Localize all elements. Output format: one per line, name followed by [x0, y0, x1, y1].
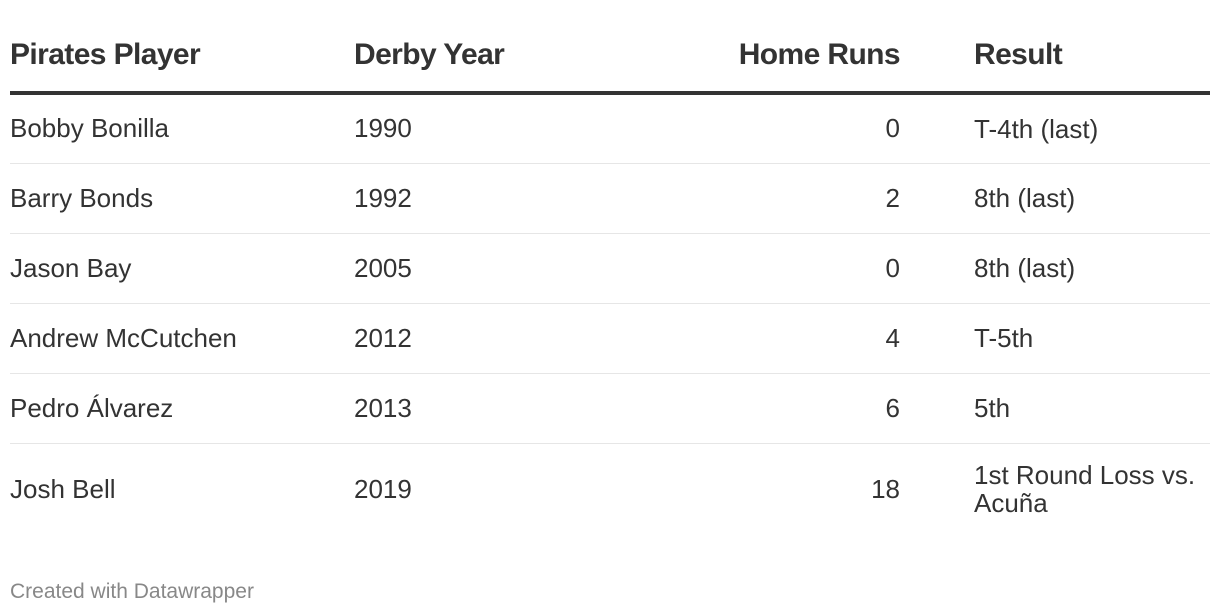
cell-result: 8th (last) [920, 163, 1210, 234]
cell-result: T-5th [920, 303, 1210, 374]
cell-home-runs: 6 [654, 373, 920, 444]
table-row: Barry Bonds 1992 2 8th (last) [10, 163, 1210, 234]
cell-player: Andrew McCutchen [10, 303, 354, 374]
header-home-runs: Home Runs [654, 0, 920, 95]
cell-result: 8th (last) [920, 233, 1210, 304]
cell-player: Pedro Álvarez [10, 373, 354, 444]
data-table-container: Pirates Player Derby Year Home Runs Resu… [10, 0, 1210, 535]
cell-player: Barry Bonds [10, 163, 354, 234]
cell-home-runs: 0 [654, 93, 920, 164]
header-year: Derby Year [354, 0, 654, 95]
cell-home-runs: 0 [654, 233, 920, 304]
derby-table: Pirates Player Derby Year Home Runs Resu… [10, 0, 1210, 535]
cell-year: 1990 [354, 93, 654, 164]
cell-year: 2005 [354, 233, 654, 304]
table-row: Andrew McCutchen 2012 4 T-5th [10, 303, 1210, 374]
cell-result: T-4th (last) [920, 93, 1210, 164]
cell-player: Josh Bell [10, 473, 116, 504]
header-player: Pirates Player [10, 0, 354, 95]
cell-year: 2013 [354, 373, 654, 444]
cell-home-runs: 4 [654, 303, 920, 374]
cell-player: Jason Bay [10, 233, 354, 304]
table-row: Josh Bell 2019 18 1st Round Loss vs. Acu… [10, 443, 1210, 535]
cell-home-runs: 18 [871, 473, 900, 504]
header-result: Result [920, 0, 1210, 95]
table-header: Pirates Player Derby Year Home Runs Resu… [10, 0, 1210, 95]
cell-home-runs: 2 [654, 163, 920, 234]
table-row: Pedro Álvarez 2013 6 5th [10, 373, 1210, 444]
cell-year: 2019 [354, 473, 412, 504]
header-row: Pirates Player Derby Year Home Runs Resu… [10, 0, 1210, 95]
table-row: Jason Bay 2005 0 8th (last) [10, 233, 1210, 304]
cell-year: 2012 [354, 303, 654, 374]
cell-player: Bobby Bonilla [10, 93, 354, 164]
table-body: Bobby Bonilla 1990 0 T-4th (last) Barry … [10, 93, 1210, 535]
cell-result: 5th [920, 373, 1210, 444]
datawrapper-credit[interactable]: Created with Datawrapper [10, 580, 254, 603]
cell-result: 1st Round Loss vs. Acuña [974, 460, 1196, 519]
table-row: Bobby Bonilla 1990 0 T-4th (last) [10, 93, 1210, 164]
cell-year: 1992 [354, 163, 654, 234]
